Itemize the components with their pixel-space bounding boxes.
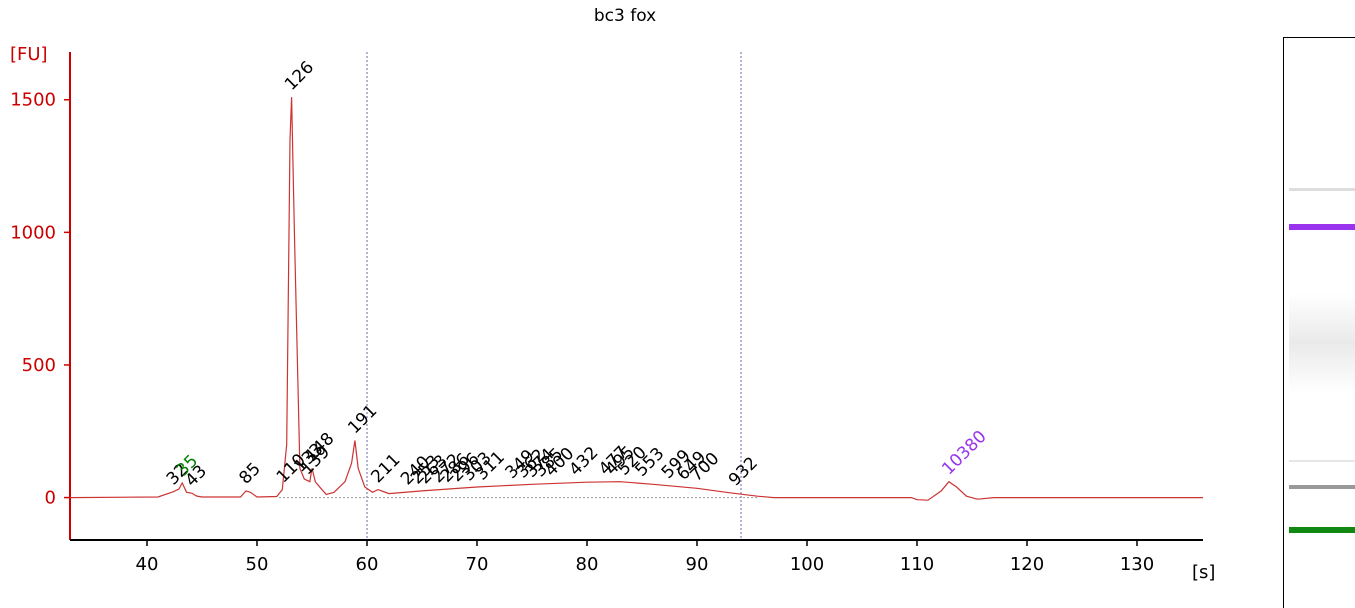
x-tick-label: 80	[576, 554, 599, 575]
x-tick-label: 100	[790, 554, 824, 575]
peak-label: 432	[565, 443, 602, 480]
x-tick-label: 110	[900, 554, 934, 575]
x-tick-label: 130	[1120, 554, 1154, 575]
y-tick-label: 1500	[10, 90, 56, 111]
x-tick-label: 50	[246, 554, 269, 575]
peak-label: 126	[281, 58, 318, 95]
x-tick-label: 90	[686, 554, 709, 575]
peak-label: 85	[235, 459, 264, 488]
y-tick-label: 500	[22, 355, 56, 376]
trace-line	[69, 97, 1203, 501]
y-tick-label: 1000	[10, 222, 56, 243]
y-axis-label: [FU]	[10, 44, 48, 65]
x-tick-label: 60	[356, 554, 379, 575]
gel-faint-band	[1289, 188, 1355, 191]
x-tick-label: 40	[136, 554, 159, 575]
peak-label: 211	[367, 450, 404, 487]
peak-label: 10380	[938, 427, 990, 479]
gel-image-lane	[1283, 37, 1355, 608]
gel-faint-band-2	[1289, 460, 1355, 462]
gel-band-sample	[1289, 485, 1355, 489]
gel-band-upper-marker	[1289, 224, 1355, 230]
chart-title: bc3 fox	[593, 6, 657, 26]
x-axis-unit-label: [s]	[1192, 562, 1216, 583]
x-tick-label: 120	[1010, 554, 1044, 575]
x-tick-label: 70	[466, 554, 489, 575]
gel-band-lower-marker	[1289, 527, 1355, 533]
gel-smear	[1289, 293, 1355, 393]
peak-label: 932	[725, 453, 762, 490]
peak-label: 191	[344, 401, 381, 438]
y-tick-label: 0	[45, 488, 56, 509]
